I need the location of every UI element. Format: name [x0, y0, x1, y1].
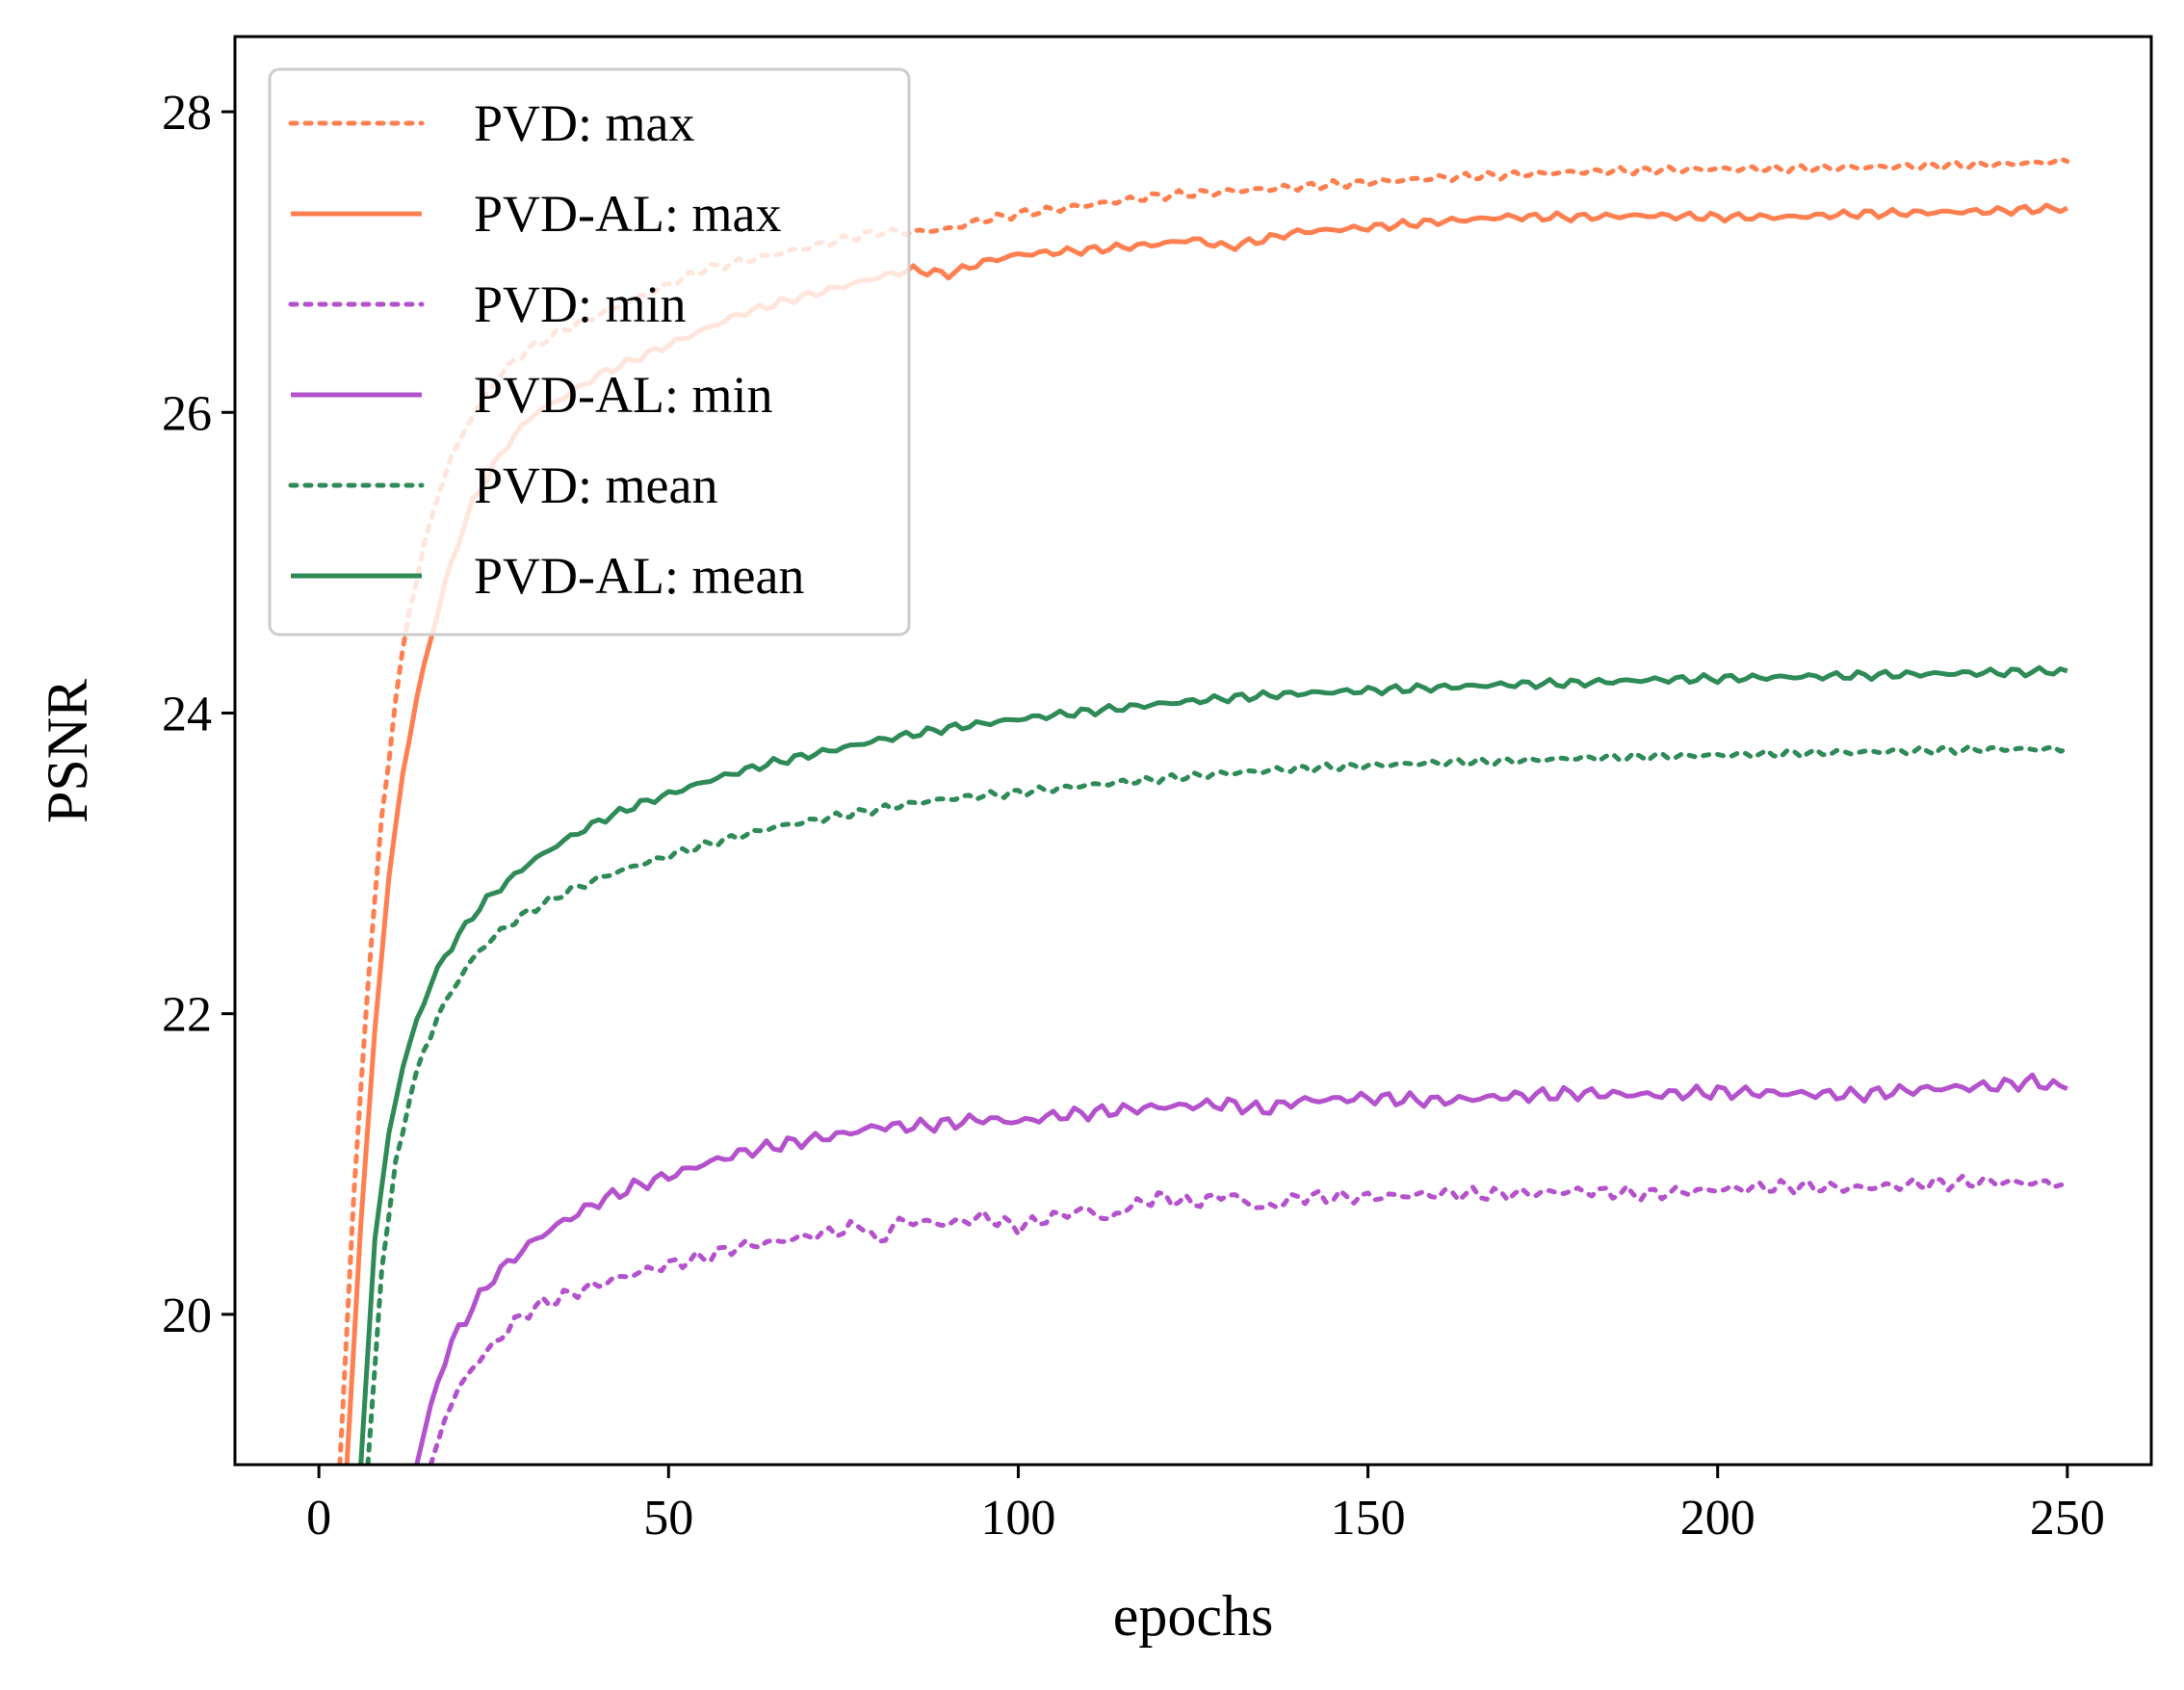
series-line-pvd-min [428, 1173, 2070, 1465]
legend: PVD: max PVD-AL: max PVD: min PVD-AL: min PV… [268, 67, 911, 637]
series-line-pvd-mean [365, 743, 2070, 1465]
x-tick-label: 200 [1680, 1491, 1755, 1546]
y-tick-label: 20 [162, 1288, 212, 1343]
y-axis-label: PSNR [36, 679, 99, 823]
x-tick-label: 0 [306, 1491, 331, 1546]
x-tick-label: 100 [980, 1491, 1055, 1546]
y-tick-label: 26 [162, 386, 212, 441]
legend-label: PVD-AL: mean [474, 547, 804, 605]
x-tick-label: 50 [643, 1491, 693, 1546]
legend-box [268, 67, 911, 637]
legend-label: PVD: mean [474, 456, 717, 514]
x-axis: 0 50 100 150 200 250 [306, 1465, 2105, 1546]
y-axis: 20 22 24 26 28 [162, 86, 235, 1343]
y-tick-label: 22 [162, 988, 212, 1043]
series-line-pvd-al-min [414, 1072, 2068, 1465]
legend-label: PVD: min [474, 275, 687, 333]
y-tick-label: 24 [162, 687, 212, 741]
series-line-pvd-al-mean [358, 664, 2068, 1465]
plot-frame [233, 35, 2153, 1467]
legend-label: PVD: max [474, 94, 695, 152]
x-tick-label: 250 [2030, 1491, 2105, 1546]
x-axis-label: epochs [1113, 1584, 1274, 1648]
legend-label: PVD-AL: max [474, 185, 781, 243]
x-tick-label: 150 [1331, 1491, 1406, 1546]
legend-label: PVD-AL: min [474, 366, 773, 424]
y-tick-label: 28 [162, 86, 212, 141]
